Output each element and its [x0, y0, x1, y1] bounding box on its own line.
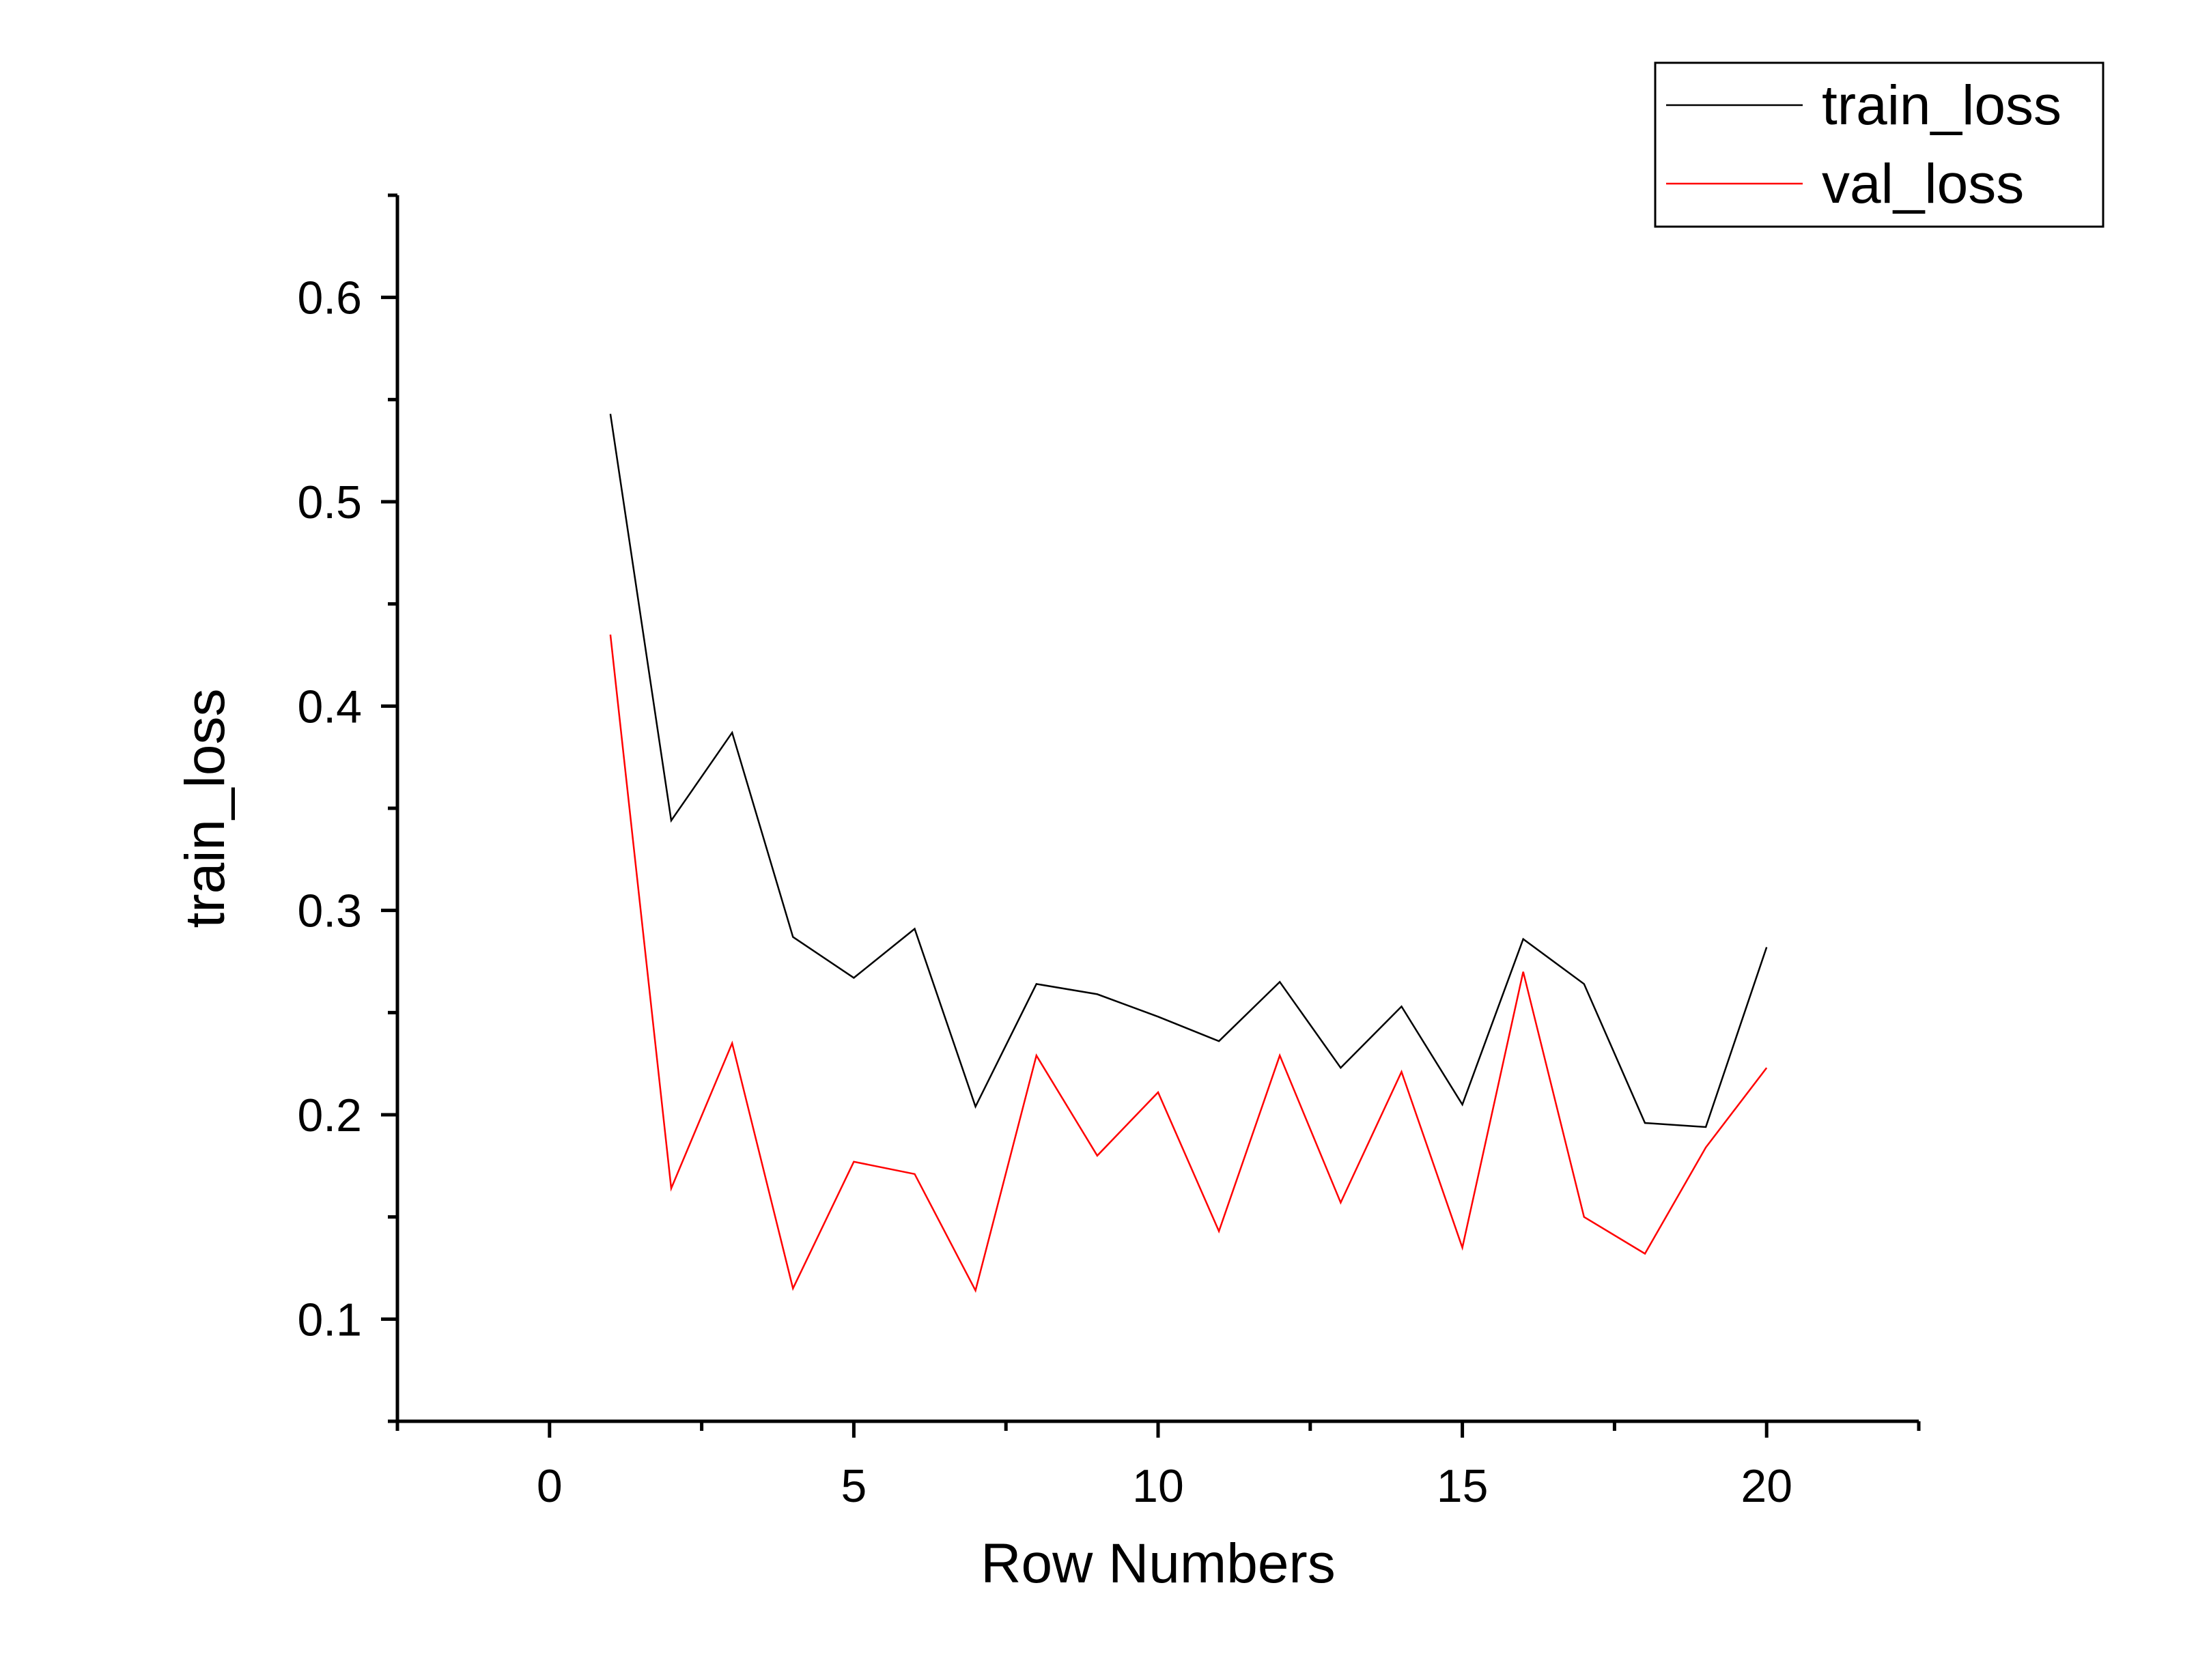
- x-axis-title: Row Numbers: [981, 1533, 1335, 1595]
- x-tick-label: 20: [1741, 1460, 1792, 1512]
- y-tick-label: 0.1: [297, 1294, 362, 1346]
- y-tick-label: 0.4: [297, 681, 362, 732]
- legend-label: val_loss: [1822, 153, 2024, 215]
- plot-lines: [609, 414, 1768, 1293]
- x-tick-label: 5: [841, 1460, 867, 1512]
- x-tick-label: 15: [1437, 1460, 1489, 1512]
- legend-box: [1654, 61, 2104, 228]
- x-tick-label: 10: [1132, 1460, 1184, 1512]
- y-tick-label: 0.5: [297, 476, 362, 528]
- x-tick-label: 0: [537, 1460, 563, 1512]
- legend-label: train_loss: [1822, 74, 2061, 137]
- y-tick-label: 0.3: [297, 885, 362, 937]
- legend: train_loss val_loss: [1654, 61, 2104, 228]
- y-tick-label: 0.2: [297, 1090, 362, 1141]
- axes: 0 5 10 15 20 0.1 0.2 0.3 0.4 0.5 0.6: [297, 193, 1921, 1512]
- series-line-train-loss: [609, 414, 1768, 1128]
- series-line-val-loss: [609, 634, 1768, 1293]
- y-tick-label: 0.6: [297, 272, 362, 324]
- y-axis-title: train_loss: [174, 689, 236, 928]
